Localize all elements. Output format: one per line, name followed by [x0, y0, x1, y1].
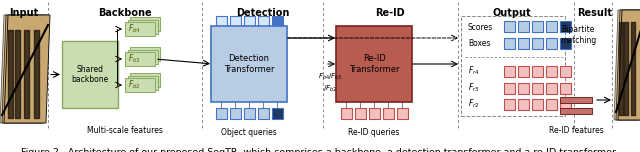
FancyBboxPatch shape [125, 78, 155, 92]
FancyBboxPatch shape [518, 66, 529, 77]
FancyBboxPatch shape [546, 99, 557, 110]
FancyBboxPatch shape [546, 38, 557, 49]
FancyBboxPatch shape [271, 16, 282, 27]
FancyBboxPatch shape [125, 22, 155, 36]
FancyBboxPatch shape [518, 21, 529, 32]
FancyBboxPatch shape [546, 66, 557, 77]
FancyBboxPatch shape [243, 16, 255, 27]
FancyBboxPatch shape [518, 83, 529, 94]
FancyBboxPatch shape [340, 108, 351, 119]
Polygon shape [4, 15, 50, 123]
FancyBboxPatch shape [397, 108, 408, 119]
Text: Input: Input [10, 8, 38, 18]
FancyBboxPatch shape [211, 26, 287, 102]
FancyBboxPatch shape [216, 16, 227, 27]
FancyBboxPatch shape [560, 21, 571, 32]
FancyBboxPatch shape [62, 41, 118, 108]
FancyBboxPatch shape [532, 99, 543, 110]
FancyBboxPatch shape [560, 108, 592, 114]
FancyBboxPatch shape [216, 108, 227, 119]
Text: $F_{b4}$: $F_{b4}$ [128, 23, 141, 35]
FancyBboxPatch shape [546, 21, 557, 32]
FancyBboxPatch shape [532, 38, 543, 49]
Text: Multi-scale features: Multi-scale features [87, 126, 163, 135]
FancyBboxPatch shape [130, 17, 160, 31]
Polygon shape [616, 10, 640, 120]
FancyBboxPatch shape [130, 47, 160, 61]
Text: Output: Output [493, 8, 531, 18]
FancyBboxPatch shape [560, 38, 571, 49]
Text: Bipartite
matching: Bipartite matching [560, 25, 596, 45]
FancyBboxPatch shape [532, 21, 543, 32]
FancyBboxPatch shape [127, 76, 157, 90]
FancyBboxPatch shape [257, 16, 269, 27]
Text: Backbone: Backbone [98, 8, 152, 18]
Text: $F_{r2}$: $F_{r2}$ [468, 98, 479, 110]
Text: Re-ID features: Re-ID features [548, 126, 604, 135]
FancyBboxPatch shape [504, 21, 515, 32]
FancyBboxPatch shape [383, 108, 394, 119]
FancyBboxPatch shape [257, 108, 269, 119]
Text: Object queries: Object queries [221, 128, 277, 137]
Text: Shared
backbone: Shared backbone [72, 65, 109, 84]
Text: $F_{b2}$: $F_{b2}$ [128, 79, 141, 91]
Polygon shape [0, 15, 46, 123]
Polygon shape [2, 15, 48, 123]
FancyBboxPatch shape [130, 73, 160, 87]
Polygon shape [618, 10, 640, 120]
FancyBboxPatch shape [125, 52, 155, 66]
FancyBboxPatch shape [560, 97, 592, 103]
FancyBboxPatch shape [504, 99, 515, 110]
Text: $F_{r4}$: $F_{r4}$ [468, 65, 479, 77]
Polygon shape [614, 10, 640, 120]
FancyBboxPatch shape [336, 26, 412, 102]
Text: $F_{b4}/F_{b3}$
$/F_{b2}$: $F_{b4}/F_{b3}$ $/F_{b2}$ [317, 72, 342, 94]
FancyBboxPatch shape [355, 108, 365, 119]
Text: $F_{r3}$: $F_{r3}$ [468, 82, 479, 94]
FancyBboxPatch shape [504, 83, 515, 94]
Text: Figure 2.  Architecture of our proposed SeqTR, which comprises a backbone, a det: Figure 2. Architecture of our proposed S… [21, 148, 619, 152]
Text: Re-ID
Transformer: Re-ID Transformer [349, 54, 399, 74]
Text: Re-ID queries: Re-ID queries [348, 128, 400, 137]
FancyBboxPatch shape [560, 66, 571, 77]
Text: Result: Result [577, 8, 612, 18]
FancyBboxPatch shape [546, 83, 557, 94]
Text: $F_{b3}$: $F_{b3}$ [128, 53, 141, 65]
Text: Re-ID: Re-ID [375, 8, 405, 18]
FancyBboxPatch shape [504, 38, 515, 49]
FancyBboxPatch shape [127, 50, 157, 64]
Text: Scores: Scores [468, 22, 493, 31]
Text: Detection: Detection [236, 8, 290, 18]
FancyBboxPatch shape [271, 108, 282, 119]
FancyBboxPatch shape [230, 108, 241, 119]
FancyBboxPatch shape [127, 19, 157, 33]
FancyBboxPatch shape [560, 99, 571, 110]
FancyBboxPatch shape [518, 38, 529, 49]
FancyBboxPatch shape [532, 83, 543, 94]
FancyBboxPatch shape [243, 108, 255, 119]
FancyBboxPatch shape [560, 83, 571, 94]
FancyBboxPatch shape [504, 66, 515, 77]
FancyBboxPatch shape [532, 66, 543, 77]
FancyBboxPatch shape [369, 108, 380, 119]
Text: Detection
Transformer: Detection Transformer [224, 54, 275, 74]
FancyBboxPatch shape [230, 16, 241, 27]
FancyBboxPatch shape [518, 99, 529, 110]
Text: Boxes: Boxes [468, 38, 490, 47]
